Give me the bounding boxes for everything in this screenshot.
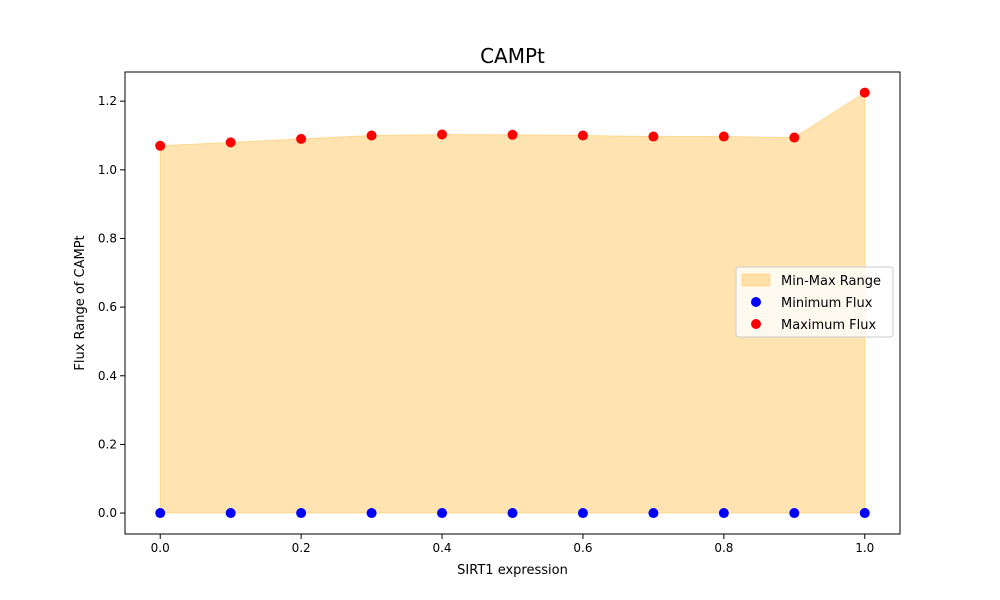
plot-area	[155, 87, 870, 519]
maximum-flux-point	[155, 140, 166, 151]
minimum-flux-point	[366, 508, 377, 519]
minimum-flux-point	[859, 508, 870, 519]
maximum-flux-point	[718, 131, 729, 142]
maximum-flux-point	[437, 129, 448, 140]
maximum-flux-point	[507, 129, 518, 140]
y-tick-label: 0.6	[98, 300, 117, 314]
minimum-flux-point	[437, 508, 448, 519]
legend-label-min: Minimum Flux	[781, 296, 873, 311]
y-tick-label: 0.4	[98, 369, 117, 383]
maximum-flux-point	[366, 130, 377, 141]
maximum-flux-point	[296, 133, 307, 144]
x-tick-label: 0.2	[292, 541, 311, 555]
y-tick-label: 0.2	[98, 437, 117, 451]
maximum-flux-point	[648, 131, 659, 142]
x-tick-label: 0.6	[573, 541, 592, 555]
minimum-flux-point	[155, 508, 166, 519]
legend-frame	[735, 266, 894, 338]
legend-marker-max	[751, 319, 761, 329]
axes-frame	[124, 71, 901, 535]
y-tick-label: 0.8	[98, 231, 117, 245]
y-tick-label: 0.0	[98, 506, 117, 520]
legend: Min-Max Range Minimum Flux Maximum Flux	[735, 266, 894, 338]
minimum-flux-point	[507, 508, 518, 519]
legend-marker-min	[751, 297, 761, 307]
maximum-flux-point	[789, 132, 800, 143]
x-tick-label: 0.8	[714, 541, 733, 555]
minimum-flux-point	[789, 508, 800, 519]
x-tick-label: 0.4	[432, 541, 451, 555]
chart-title: CAMPt	[480, 44, 545, 68]
x-axis: 0.0 0.2 0.4 0.6 0.8 1.0	[151, 534, 874, 555]
maximum-flux-point	[859, 87, 870, 98]
maximum-flux-point	[577, 130, 588, 141]
y-tick-label: 1.0	[98, 163, 117, 177]
minimum-flux-point	[718, 508, 729, 519]
x-tick-label: 1.0	[855, 541, 874, 555]
minimum-flux-point	[225, 508, 236, 519]
y-axis-label: Flux Range of CAMPt	[73, 235, 88, 370]
y-tick-label: 1.2	[98, 94, 117, 108]
minimum-flux-point	[577, 508, 588, 519]
legend-swatch-range	[741, 273, 771, 287]
minimum-flux-point	[648, 508, 659, 519]
minimum-flux-point	[296, 508, 307, 519]
legend-label-max: Maximum Flux	[781, 318, 877, 333]
x-tick-label: 0.0	[151, 541, 170, 555]
x-axis-label: SIRT1 expression	[457, 563, 568, 578]
y-axis: 0.0 0.2 0.4 0.6 0.8 1.0 1.2	[98, 94, 125, 520]
legend-label-range: Min-Max Range	[781, 274, 881, 289]
maximum-flux-point	[225, 137, 236, 148]
